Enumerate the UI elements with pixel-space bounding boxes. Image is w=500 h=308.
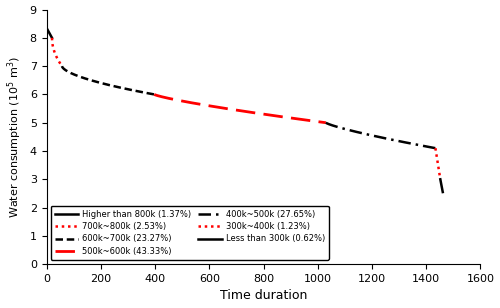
X-axis label: Time duration: Time duration: [220, 290, 307, 302]
Legend: Higher than 800k (1.37%), 700k~800k (2.53%), 600k~700k (23.27%), 500k~600k (43.3: Higher than 800k (1.37%), 700k~800k (2.5…: [50, 206, 329, 260]
Y-axis label: Water consumption (10$^5$ m$^3$): Water consumption (10$^5$ m$^3$): [6, 56, 24, 218]
